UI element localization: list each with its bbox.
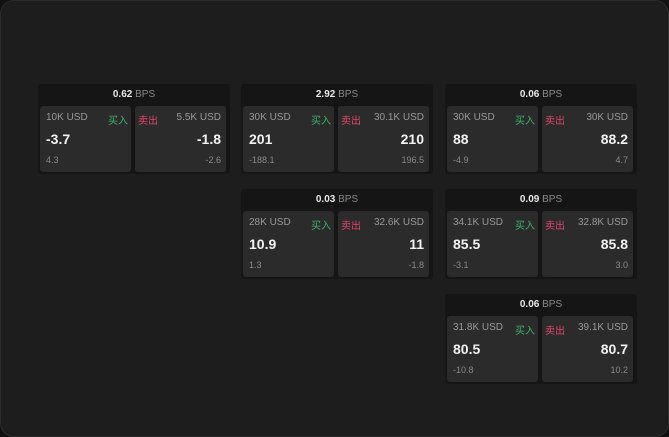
bid-price: 88	[453, 131, 469, 147]
bid-price: 10.9	[249, 236, 277, 252]
ask-size: 30K USD	[586, 112, 628, 123]
ask-change: 10.2	[610, 365, 628, 375]
spread-unit: BPS	[338, 194, 359, 205]
ask-change: -1.8	[408, 260, 424, 270]
buy-label: 买入	[311, 221, 331, 232]
sell-cell[interactable]: 卖出 39.1K USD 80.7 10.2	[542, 316, 633, 382]
bid-size: 28K USD	[249, 217, 291, 228]
quote-card: 0.03 BPS 28K USD 买入 10.9 1.3 卖出 32.6K US…	[241, 189, 433, 279]
spread-header: 0.03 BPS	[241, 189, 433, 210]
spread-header: 0.09 BPS	[445, 189, 637, 210]
spread-value: 0.06	[519, 89, 540, 100]
buy-cell[interactable]: 10K USD 买入 -3.7 4.3	[40, 106, 131, 172]
spread-unit: BPS	[542, 89, 563, 100]
quote-card: 0.06 BPS 30K USD 买入 88 -4.9 卖出 30K USD 8…	[445, 84, 637, 174]
bid-size: 34.1K USD	[453, 217, 504, 228]
ask-price: -1.8	[196, 131, 221, 147]
spread-unit: BPS	[135, 89, 156, 100]
sell-cell[interactable]: 卖出 30K USD 88.2 4.7	[542, 106, 633, 172]
sell-label: 卖出	[341, 116, 361, 127]
buy-label: 买入	[515, 221, 535, 232]
buy-label: 买入	[515, 116, 535, 127]
sell-label: 卖出	[138, 116, 158, 127]
ask-price: 210	[400, 131, 424, 147]
bid-change: -188.1	[249, 155, 275, 165]
sell-label: 卖出	[341, 221, 361, 232]
ask-change: 3.0	[615, 260, 628, 270]
bid-price: 80.5	[453, 341, 481, 357]
quote-card: 0.09 BPS 34.1K USD 买入 85.5 -3.1 卖出 32.8K…	[445, 189, 637, 279]
ask-change: 196.5	[401, 155, 424, 165]
sell-cell[interactable]: 卖出 32.6K USD 11 -1.8	[338, 211, 429, 277]
bid-change: -10.8	[453, 365, 474, 375]
bid-price: -3.7	[46, 131, 71, 147]
quote-card: 0.62 BPS 10K USD 买入 -3.7 4.3 卖出 5.5K USD…	[38, 84, 230, 174]
ask-change: -2.6	[205, 155, 221, 165]
bid-change: -4.9	[453, 155, 469, 165]
bid-price: 85.5	[453, 236, 481, 252]
bid-change: -3.1	[453, 260, 469, 270]
ask-price: 11	[409, 236, 424, 252]
buy-label: 买入	[515, 326, 535, 337]
sell-cell[interactable]: 卖出 5.5K USD -1.8 -2.6	[135, 106, 226, 172]
buy-cell[interactable]: 34.1K USD 买入 85.5 -3.1	[447, 211, 538, 277]
spread-unit: BPS	[338, 89, 359, 100]
sell-cell[interactable]: 卖出 30.1K USD 210 196.5	[338, 106, 429, 172]
spread-value: 2.92	[315, 89, 336, 100]
ask-price: 85.8	[600, 236, 628, 252]
buy-cell[interactable]: 28K USD 买入 10.9 1.3	[243, 211, 334, 277]
spread-header: 0.06 BPS	[445, 84, 637, 105]
quote-card: 2.92 BPS 30K USD 买入 201 -188.1 卖出 30.1K …	[241, 84, 433, 174]
spread-value: 0.03	[315, 194, 336, 205]
buy-cell[interactable]: 30K USD 买入 88 -4.9	[447, 106, 538, 172]
bid-size: 10K USD	[46, 112, 88, 123]
bid-change: 4.3	[46, 155, 59, 165]
bid-size: 30K USD	[453, 112, 495, 123]
sell-label: 卖出	[545, 221, 565, 232]
bid-size: 31.8K USD	[453, 322, 504, 333]
ask-size: 5.5K USD	[176, 112, 221, 123]
ask-size: 39.1K USD	[577, 322, 628, 333]
spread-value: 0.06	[519, 299, 540, 310]
sell-label: 卖出	[545, 116, 565, 127]
ask-size: 32.6K USD	[373, 217, 424, 228]
buy-cell[interactable]: 30K USD 买入 201 -188.1	[243, 106, 334, 172]
spread-header: 2.92 BPS	[241, 84, 433, 105]
buy-label: 买入	[311, 116, 331, 127]
spread-header: 0.06 BPS	[445, 294, 637, 315]
spread-header: 0.62 BPS	[38, 84, 230, 105]
sell-label: 卖出	[545, 326, 565, 337]
bid-change: 1.3	[249, 260, 262, 270]
ask-size: 32.8K USD	[577, 217, 628, 228]
spread-unit: BPS	[542, 194, 563, 205]
bid-price: 201	[249, 131, 273, 147]
buy-label: 买入	[108, 116, 128, 127]
ask-price: 80.7	[600, 341, 628, 357]
ask-price: 88.2	[600, 131, 628, 147]
spread-value: 0.09	[519, 194, 540, 205]
ask-size: 30.1K USD	[373, 112, 424, 123]
quote-card: 0.06 BPS 31.8K USD 买入 80.5 -10.8 卖出 39.1…	[445, 294, 637, 384]
spread-value: 0.62	[112, 89, 133, 100]
bid-size: 30K USD	[249, 112, 291, 123]
sell-cell[interactable]: 卖出 32.8K USD 85.8 3.0	[542, 211, 633, 277]
spread-unit: BPS	[542, 299, 563, 310]
buy-cell[interactable]: 31.8K USD 买入 80.5 -10.8	[447, 316, 538, 382]
ask-change: 4.7	[615, 155, 628, 165]
